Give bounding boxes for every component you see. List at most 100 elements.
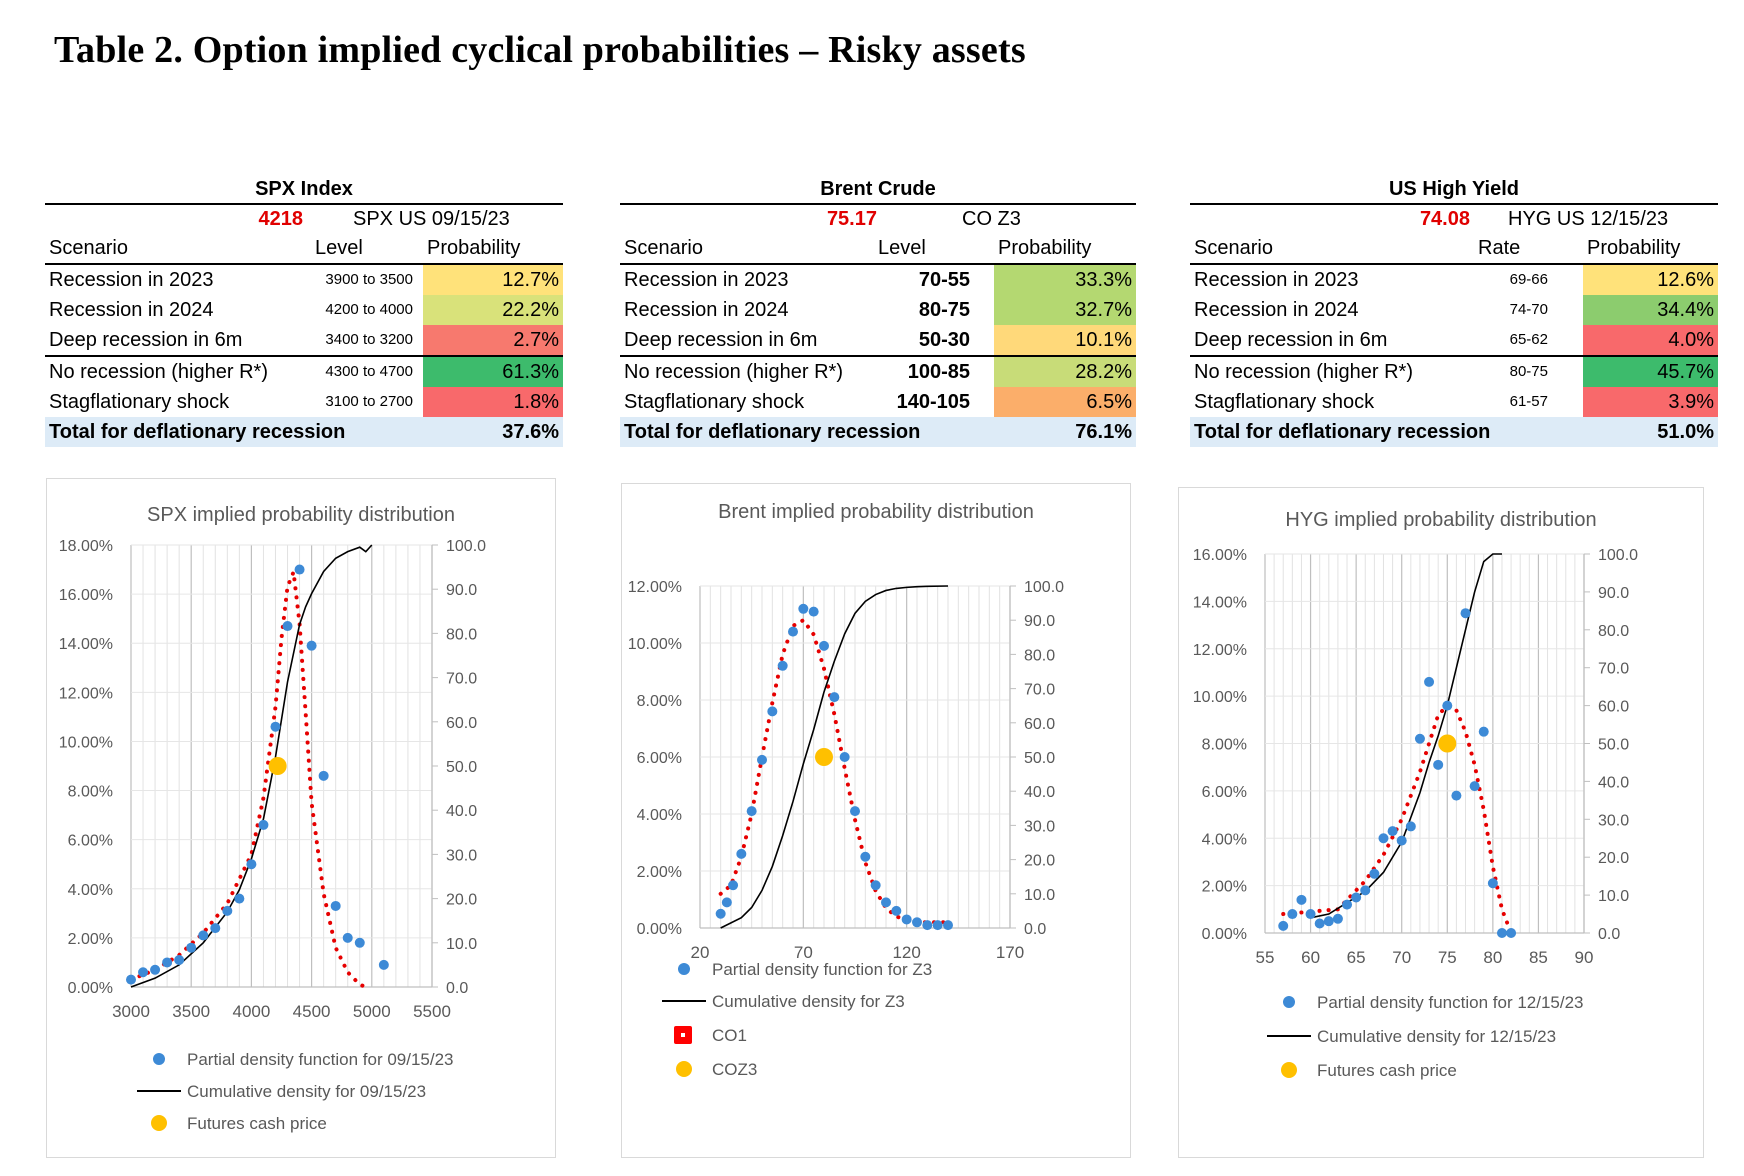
legend-swatch-dot: [681, 1033, 685, 1037]
y-tick-label: 16.00%: [1193, 547, 1247, 564]
y-tick-label: 12.00%: [59, 685, 113, 702]
table-row: Recession in 2023 70-55 33.3%: [620, 265, 1136, 295]
column-headers: Scenario Level Probability: [45, 233, 563, 265]
y2-tick-label: 90.0: [446, 582, 477, 599]
density-point: [798, 603, 809, 614]
probability-cell: 4.0%: [1583, 325, 1718, 355]
scenario-cell: Recession in 2024: [1194, 299, 1359, 321]
price-row: 75.17 CO Z3: [620, 205, 1136, 233]
density-point: [282, 621, 293, 632]
y2-tick-label: 0.0: [1024, 921, 1046, 938]
scenario-cell: No recession (higher R*): [624, 361, 843, 383]
table-row: Recession in 2024 4200 to 4000 22.2%: [45, 295, 563, 325]
y2-tick-label: 0.0: [446, 980, 468, 997]
legend-label: Partial density function for 12/15/23: [1317, 993, 1584, 1012]
density-point: [922, 920, 933, 931]
level-cell: 69-66: [1509, 271, 1548, 288]
cumulative-line: [720, 585, 949, 929]
density-point: [1396, 835, 1407, 846]
density-point: [1278, 920, 1289, 931]
x-tick-label: 5500: [413, 1002, 451, 1021]
y2-tick-label: 20.0: [446, 892, 477, 909]
table-title: SPX Index: [45, 175, 563, 205]
y2-tick-label: 90.0: [1598, 585, 1629, 602]
density-point: [306, 640, 317, 651]
density-point: [1451, 790, 1462, 801]
density-point: [1506, 928, 1517, 938]
x-tick-label: 170: [996, 943, 1024, 962]
density-point: [162, 957, 173, 968]
ticker: CO Z3: [962, 208, 1021, 230]
density-point: [210, 923, 221, 934]
level-cell: 70-55: [918, 269, 970, 291]
y-tick-label: 8.00%: [68, 784, 113, 801]
density-point: [1305, 909, 1316, 920]
table-row: Stagflationary shock 3100 to 2700 1.8%: [45, 387, 563, 417]
scenario-cell: Stagflationary shock: [1194, 391, 1375, 413]
legend-label: Partial density function for 09/15/23: [187, 1050, 454, 1069]
density-point: [850, 806, 860, 817]
total-row: Total for deflationary recession 37.6%: [45, 417, 563, 447]
density-point: [881, 897, 891, 908]
density-point: [126, 974, 136, 985]
density-point: [258, 819, 269, 830]
level-cell: 80-75: [918, 299, 970, 321]
density-point: [777, 660, 788, 671]
probability-cell: 34.4%: [1583, 295, 1718, 325]
futures-price-marker: [1438, 734, 1457, 753]
level-cell: 65-62: [1509, 331, 1548, 348]
x-tick-label: 3500: [172, 1002, 210, 1021]
y-tick-label: 6.00%: [68, 833, 113, 850]
density-point: [943, 920, 953, 931]
density-point: [757, 754, 767, 765]
y2-tick-label: 10.0: [1024, 887, 1055, 904]
y-tick-label: 10.00%: [628, 636, 682, 653]
y2-tick-label: 100.0: [446, 538, 486, 555]
density-point: [1378, 833, 1389, 844]
legend-label: Partial density function for Z3: [712, 960, 932, 979]
y2-tick-label: 10.0: [446, 936, 477, 953]
table-row: No recession (higher R*) 4300 to 4700 61.3…: [45, 357, 563, 387]
price-row: 4218 SPX US 09/15/23: [45, 205, 563, 233]
header-scenario: Scenario: [1194, 237, 1273, 259]
total-row: Total for deflationary recession 76.1%: [620, 417, 1136, 447]
y2-tick-label: 20.0: [1598, 850, 1629, 867]
y-tick-label: 2.00%: [68, 931, 113, 948]
density-point: [736, 848, 747, 859]
legend-swatch: [1283, 996, 1295, 1008]
x-tick-label: 60: [1301, 948, 1320, 967]
density-point: [808, 606, 819, 617]
x-tick-label: 55: [1256, 948, 1275, 967]
density-point: [891, 905, 902, 916]
y-tick-label: 2.00%: [1202, 879, 1247, 896]
probability-cell: 2.7%: [423, 325, 563, 355]
y-tick-label: 14.00%: [1193, 594, 1247, 611]
legend-label: Futures cash price: [1317, 1061, 1457, 1080]
y2-tick-label: 60.0: [1024, 716, 1055, 733]
density-point: [1496, 928, 1507, 938]
density-point: [788, 626, 798, 637]
y-tick-label: 14.00%: [59, 636, 113, 653]
level-cell: 3100 to 2700: [325, 393, 413, 410]
x-tick-label: 75: [1438, 948, 1457, 967]
scenario-cell: No recession (higher R*): [1194, 361, 1413, 383]
ticker: SPX US 09/15/23: [353, 208, 510, 230]
total-value: 37.6%: [502, 421, 559, 443]
density-point: [1387, 826, 1398, 837]
y2-tick-label: 30.0: [1024, 818, 1055, 835]
density-point: [294, 564, 305, 575]
header-scenario: Scenario: [624, 237, 703, 259]
legend-label: COZ3: [712, 1060, 757, 1079]
futures-price-marker: [815, 748, 833, 766]
density-point: [1287, 909, 1298, 920]
hyg-chart: HYG implied probability distribution 0.00…: [1178, 487, 1704, 1158]
density-point: [1351, 892, 1362, 903]
header-level: Level: [315, 237, 363, 259]
scenario-cell: No recession (higher R*): [49, 361, 268, 383]
legend-swatch: [678, 963, 690, 975]
level-cell: 3900 to 3500: [325, 271, 413, 288]
table-title: Brent Crude: [620, 175, 1136, 205]
price: 75.17: [826, 208, 877, 230]
table-row: Stagflationary shock 140-105 6.5%: [620, 387, 1136, 417]
table-row: Deep recession in 6m 65-62 4.0%: [1190, 325, 1718, 357]
